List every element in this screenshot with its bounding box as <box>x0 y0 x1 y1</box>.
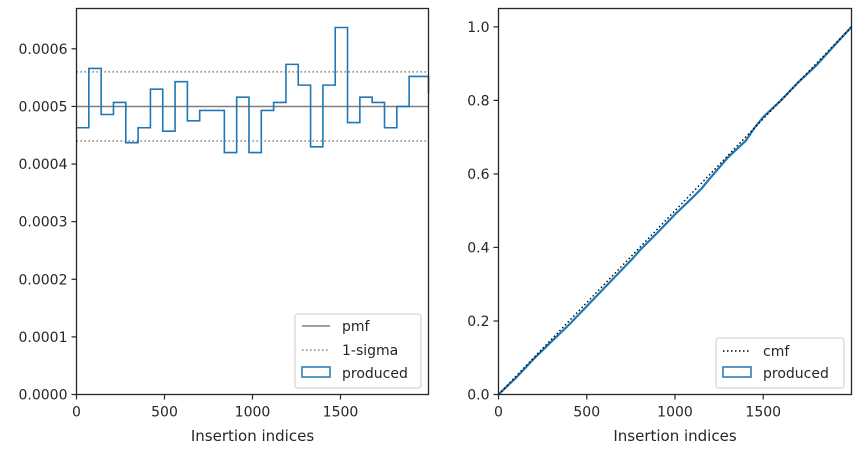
right-chart: 0 500 1000 1500 0.0 0.2 0.4 0.6 0.8 1.0 Insertion… <box>467 7 853 445</box>
right-x-tick-label: 1500 <box>745 405 781 421</box>
legend-produced-swatch <box>301 366 331 378</box>
right-axis-ticks: 0 500 1000 1500 0.0 0.2 0.4 0.6 0.8 1.0 <box>467 20 781 421</box>
left-x-tick-label: 1500 <box>323 405 359 421</box>
left-axis-ticks: 0 500 1000 1500 0.0000 0.0001 0.0002 0.0003 0.00… <box>19 42 359 421</box>
left-x-tick-label: 1000 <box>235 405 271 421</box>
right-x-tick-label: 1000 <box>657 405 693 421</box>
left-legend-box <box>294 313 422 389</box>
left-x-axis-label: Insertion indices <box>191 427 314 445</box>
right-y-tick-label: 1.0 <box>467 20 489 36</box>
right-chart-marks <box>497 26 853 396</box>
right-y-tick-label: 0.6 <box>467 167 489 183</box>
left-chart: 0 500 1000 1500 0.0000 0.0001 0.0002 0.0003 0.00… <box>19 7 430 445</box>
left-x-tick-label: 500 <box>151 405 178 421</box>
right-legend: cmf produced <box>715 337 845 389</box>
produced-cdf-line <box>497 26 853 396</box>
legend-pmf-label: pmf <box>342 319 371 335</box>
left-y-tick-label: 0.0002 <box>19 272 68 288</box>
right-x-tick-label: 500 <box>573 405 600 421</box>
left-y-tick-label: 0.0005 <box>19 99 68 115</box>
right-x-axis-label: Insertion indices <box>613 427 736 445</box>
left-legend: pmf 1-sigma produced <box>294 313 422 389</box>
legend-sigma-label: 1-sigma <box>342 343 398 359</box>
right-y-tick-label: 0.8 <box>467 93 489 109</box>
left-y-tick-label: 0.0006 <box>19 42 68 58</box>
legend-produced-label-2: produced <box>763 366 829 382</box>
right-y-tick-label: 0.0 <box>467 388 489 404</box>
left-y-tick-label: 0.0003 <box>19 215 68 231</box>
legend-produced-label: produced <box>342 366 408 382</box>
left-y-tick-label: 0.0000 <box>19 388 68 404</box>
right-y-tick-label: 0.4 <box>467 240 489 256</box>
legend-produced-swatch-2 <box>722 366 752 378</box>
right-plot-area <box>498 8 852 395</box>
left-y-tick-label: 0.0001 <box>19 330 68 346</box>
produced-histogram <box>76 26 430 154</box>
left-y-tick-label: 0.0004 <box>19 157 68 173</box>
right-x-tick-label: 0 <box>494 405 503 421</box>
left-x-tick-label: 0 <box>72 405 81 421</box>
right-y-tick-label: 0.2 <box>467 314 489 330</box>
legend-cmf-label: cmf <box>763 344 790 360</box>
left-chart-marks <box>76 26 430 154</box>
cmf-line <box>497 26 853 395</box>
